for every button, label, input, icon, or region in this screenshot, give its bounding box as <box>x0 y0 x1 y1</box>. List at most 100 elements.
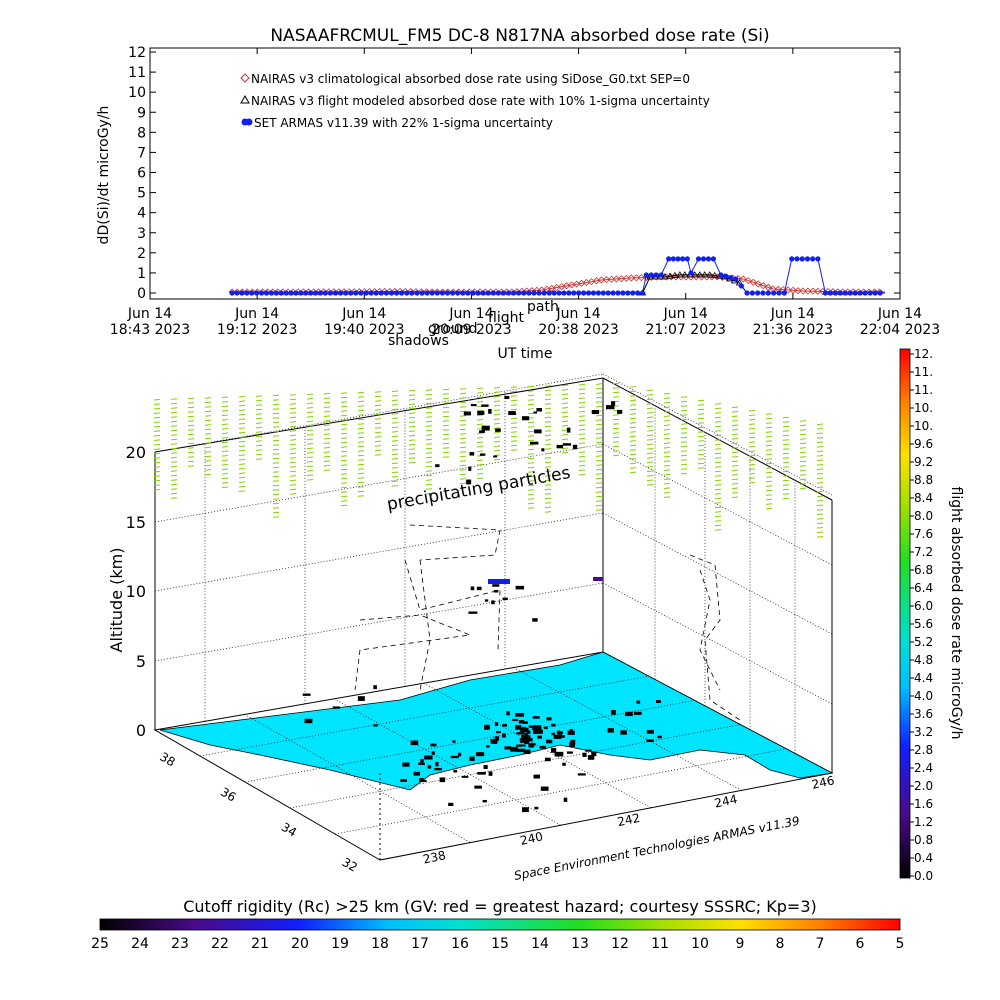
flight-marker-blue <box>488 579 510 584</box>
particle-dash <box>459 469 467 471</box>
shadow-dot <box>554 751 564 757</box>
data-point-diamond <box>764 283 772 291</box>
particle-dash <box>442 402 450 404</box>
particle-dash <box>323 437 331 440</box>
y-tick-label: 6 <box>137 166 146 182</box>
right-colorbar-tick-label: 6.4 <box>914 581 933 595</box>
x-tick-label-date: Jun 14 <box>663 306 708 322</box>
right-colorbar-tick-label: 10. <box>914 419 933 433</box>
shadow-dot <box>572 444 578 450</box>
shadow-dot <box>468 466 472 471</box>
particle-dash <box>289 412 297 414</box>
side-wall-grid-line <box>602 373 833 496</box>
shadow-dot <box>479 453 486 456</box>
shadow-dot <box>477 771 486 775</box>
particle-dash <box>816 477 824 480</box>
particle-dash <box>391 431 399 433</box>
data-point-circle <box>842 290 848 296</box>
particle-dash <box>646 416 654 419</box>
shadow-dot <box>606 405 615 410</box>
particle-dash <box>697 422 705 424</box>
floor-grid-line <box>334 698 561 826</box>
shadow-dot <box>530 441 539 445</box>
data-point-circle <box>605 290 611 296</box>
particle-dash <box>595 414 603 417</box>
particle-dash <box>306 452 314 454</box>
data-point-diamond <box>703 273 711 281</box>
altitude-axis: 0 5 10 15 20 <box>126 443 146 740</box>
particle-dash <box>391 471 399 474</box>
bottom-colorbar-tick-label: 5 <box>896 936 905 952</box>
data-point-circle <box>298 290 304 296</box>
x-tick-label-date: Jun 14 <box>556 306 601 322</box>
shadow-dot <box>534 429 542 434</box>
particle-dash <box>493 422 501 425</box>
particle-dash <box>391 462 399 465</box>
particle-dash <box>646 430 654 432</box>
data-point-circle <box>590 290 597 296</box>
data-point-circle <box>867 290 873 296</box>
particle-dash <box>748 463 756 466</box>
particle-dash <box>629 413 637 415</box>
particle-dash <box>357 472 365 475</box>
particle-dash <box>765 435 773 438</box>
data-point-circle <box>789 256 795 262</box>
data-point-circle <box>556 290 562 296</box>
shadow-dot <box>544 726 548 730</box>
shadow-dot <box>646 729 654 734</box>
particle-dash <box>323 460 331 462</box>
particle-dash <box>646 452 654 455</box>
right-colorbar-tick-label: 12. <box>914 347 933 361</box>
particle-dash <box>714 515 722 518</box>
data-point-diamond <box>602 276 611 284</box>
particle-dash <box>187 415 195 418</box>
particle-dash <box>799 451 807 454</box>
right-colorbar-tick-label: 8.4 <box>914 491 933 505</box>
particle-dash <box>374 409 382 411</box>
particle-dash <box>272 448 280 451</box>
particle-dash <box>408 389 416 392</box>
particle-dash <box>238 400 246 402</box>
particle-dash <box>408 425 416 428</box>
data-point-diamond <box>607 275 616 283</box>
data-point-circle <box>394 290 400 296</box>
particle-dash <box>714 434 722 437</box>
particle-dash <box>221 419 229 421</box>
particle-dash <box>527 435 535 437</box>
particle-dash <box>629 386 637 388</box>
particle-dash <box>340 495 348 498</box>
data-point-circle <box>332 290 339 296</box>
data-point-circle <box>404 290 410 296</box>
particle-dash <box>289 488 297 491</box>
particle-dash <box>595 437 603 439</box>
particle-dash <box>527 462 535 464</box>
particle-dash <box>765 444 773 447</box>
particle-dash <box>731 456 739 458</box>
overlay-label-path: path <box>527 299 559 315</box>
legend-item-climatological: NAIRAS v3 climatological absorbed dose r… <box>240 72 690 86</box>
particle-dash <box>782 493 790 495</box>
particle-dash <box>357 454 365 457</box>
particle-dash <box>561 398 569 400</box>
particle-dash <box>391 404 399 406</box>
particle-dash <box>255 422 263 424</box>
particle-dash <box>578 442 586 444</box>
right-colorbar-tick-label: 9.2 <box>914 455 933 469</box>
shadow-dot <box>450 755 459 759</box>
particle-dash <box>391 485 399 487</box>
particle-dash <box>714 506 722 509</box>
particle-dash <box>527 453 535 455</box>
shadow-dot <box>402 762 410 767</box>
shadow-dot <box>502 724 508 727</box>
particle-dash <box>663 478 671 480</box>
particle-dash <box>765 494 773 496</box>
particle-dash <box>799 442 807 445</box>
bottom-colorbar-tick-label: 8 <box>776 936 785 952</box>
particle-dash <box>799 483 807 485</box>
particle-dash <box>663 419 671 422</box>
particle-dash <box>204 401 212 404</box>
data-point-triangle <box>676 271 684 278</box>
data-point-circle <box>541 290 547 296</box>
bottom-colorbar-tick-label: 10 <box>691 936 709 952</box>
particle-dash <box>221 428 229 430</box>
